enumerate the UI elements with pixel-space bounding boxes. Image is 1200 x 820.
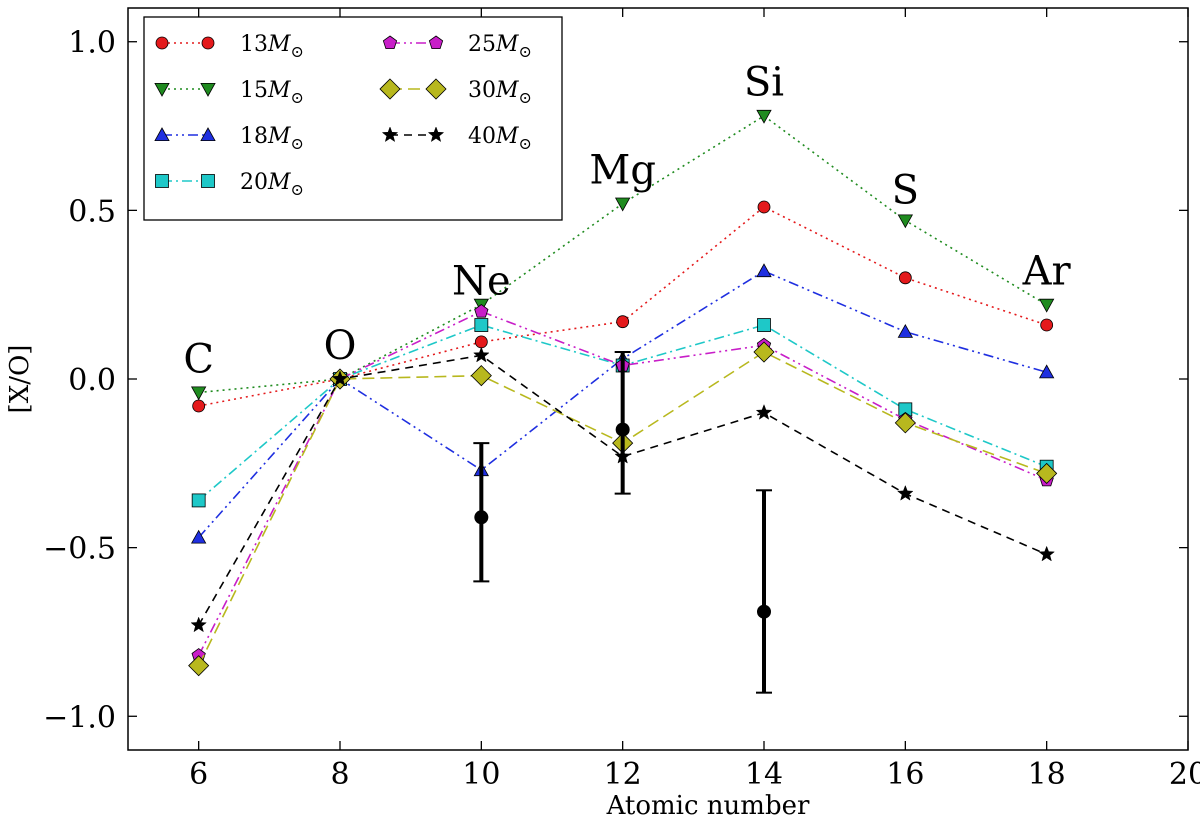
- observations-layer: [473, 351, 772, 694]
- legend-entry-15: 15M⊙: [154, 78, 304, 107]
- observation-point-12: [615, 422, 630, 437]
- element-label-o: O: [324, 323, 357, 369]
- x-tick-label-14: 14: [745, 757, 783, 792]
- x-tick-label-6: 6: [189, 757, 208, 792]
- legend-label-25: 25M⊙: [468, 32, 532, 61]
- legend-marker-end-18: [200, 127, 216, 142]
- series-point-13-16: [898, 271, 912, 285]
- x-axis-label: Atomic number: [606, 791, 810, 820]
- series-point-30-18: [1036, 462, 1058, 485]
- legend-label-18: 18M⊙: [240, 124, 304, 153]
- legend-marker-end-40: [427, 126, 445, 143]
- y-tick-label-1: 0.5: [68, 194, 116, 229]
- legend-entry-18: 18M⊙: [154, 124, 304, 153]
- element-label-ar: Ar: [1022, 249, 1072, 295]
- legend-label-40: 40M⊙: [468, 124, 532, 153]
- series-point-25-10: [474, 304, 489, 318]
- series-point-13-12: [616, 315, 630, 329]
- element-labels: C O Ne Mg Si S Ar: [183, 60, 1071, 383]
- y-tick-label-3: −0.5: [43, 532, 116, 567]
- series-point-13-6: [192, 399, 206, 413]
- legend-marker-start-13: [155, 36, 169, 50]
- series-point-18-16: [897, 323, 914, 338]
- element-label-s: S: [892, 168, 919, 214]
- series-point-18-14: [756, 263, 772, 278]
- series-point-30-14: [753, 341, 775, 363]
- legend-entry-20: 20M⊙: [155, 170, 304, 199]
- series-point-40-6: [190, 616, 207, 633]
- series-point-40-10: [473, 346, 490, 363]
- element-label-ne: Ne: [452, 259, 511, 305]
- x-tick-label-18: 18: [1028, 757, 1066, 792]
- legend-marker-start-40: [381, 126, 399, 143]
- x-tick-label-8: 8: [330, 757, 349, 792]
- legend-marker-end-30: [425, 78, 447, 100]
- legend-entry-13: 13M⊙: [155, 32, 304, 61]
- axes: 6 8 10 12 14 16 18 20 1.0 0.5 0.0 −0.5 −1.0 Atomic nu…: [5, 7, 1200, 820]
- legend-label-20: 20M⊙: [240, 170, 304, 199]
- series-point-15-6: [190, 386, 207, 401]
- element-label-c: C: [183, 336, 214, 382]
- y-axis-label: [X/O]: [5, 345, 35, 414]
- series-point-13-18: [1040, 318, 1054, 332]
- x-tick-label-12: 12: [604, 757, 642, 792]
- legend-marker-start-25: [382, 35, 398, 50]
- legend-marker-start-18: [154, 127, 170, 142]
- legend-marker-start-30: [379, 78, 401, 100]
- series-point-40-14: [755, 404, 773, 420]
- legend-entry-30: 30M⊙: [379, 78, 532, 107]
- series-point-40-16: [897, 484, 914, 501]
- series-point-15-18: [1038, 298, 1055, 313]
- observation-point-14: [757, 604, 771, 619]
- observation-10: [473, 442, 490, 583]
- series-point-13-10: [474, 335, 488, 349]
- series-point-40-18: [1038, 545, 1055, 562]
- series-point-13-14: [757, 200, 771, 214]
- legend-marker-start-15: [154, 83, 170, 97]
- series-point-20-14: [757, 318, 771, 332]
- y-tick-label-0: 1.0: [68, 26, 116, 61]
- series-point-15-14: [756, 109, 772, 124]
- x-tick-label-20: 20: [1169, 757, 1200, 792]
- series-point-30-6: [188, 655, 210, 677]
- series-point-18-6: [190, 529, 207, 544]
- series-13: [192, 200, 1054, 413]
- series-point-15-12: [614, 197, 631, 212]
- legend-label-13: 13M⊙: [240, 32, 304, 61]
- observation-14: [756, 489, 772, 694]
- legend-marker-end-13: [201, 36, 215, 50]
- series-point-20-10: [474, 318, 489, 332]
- series-point-30-16: [894, 412, 916, 434]
- x-tick-label-10: 10: [462, 757, 500, 792]
- legend-marker-start-20: [155, 174, 169, 188]
- y-tick-label-2: 0.0: [68, 363, 116, 398]
- observation-12: [614, 351, 631, 495]
- legend-marker-end-20: [201, 174, 215, 188]
- series-point-15-16: [897, 214, 914, 229]
- legend-marker-end-25: [428, 35, 444, 50]
- y-tick-label-4: −1.0: [43, 700, 116, 735]
- series-point-20-6: [191, 493, 206, 508]
- series-point-30-10: [470, 365, 492, 387]
- series-point-18-18: [1038, 364, 1055, 379]
- series-point-40-8: [331, 370, 349, 387]
- legend-marker-end-15: [200, 83, 216, 97]
- element-label-mg: Mg: [589, 147, 656, 193]
- legend-label-15: 15M⊙: [240, 78, 304, 107]
- x-tick-label-16: 16: [886, 757, 924, 792]
- element-label-si: Si: [744, 60, 784, 106]
- legend: 13M⊙ 15M⊙ 18M⊙ 20M⊙ 25M⊙ 30M⊙ 40M⊙: [143, 16, 563, 221]
- observation-point-10: [474, 510, 489, 525]
- legend-entry-40: 40M⊙: [381, 124, 532, 153]
- legend-label-30: 30M⊙: [468, 78, 532, 107]
- legend-entry-25: 25M⊙: [382, 32, 532, 61]
